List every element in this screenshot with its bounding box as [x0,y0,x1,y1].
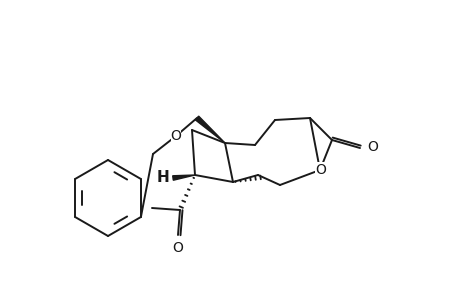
Polygon shape [172,175,195,180]
Text: O: O [172,241,183,255]
Text: O: O [315,163,326,177]
Text: O: O [366,140,377,154]
Text: O: O [170,129,181,143]
Text: H: H [156,170,168,185]
Polygon shape [195,116,224,143]
